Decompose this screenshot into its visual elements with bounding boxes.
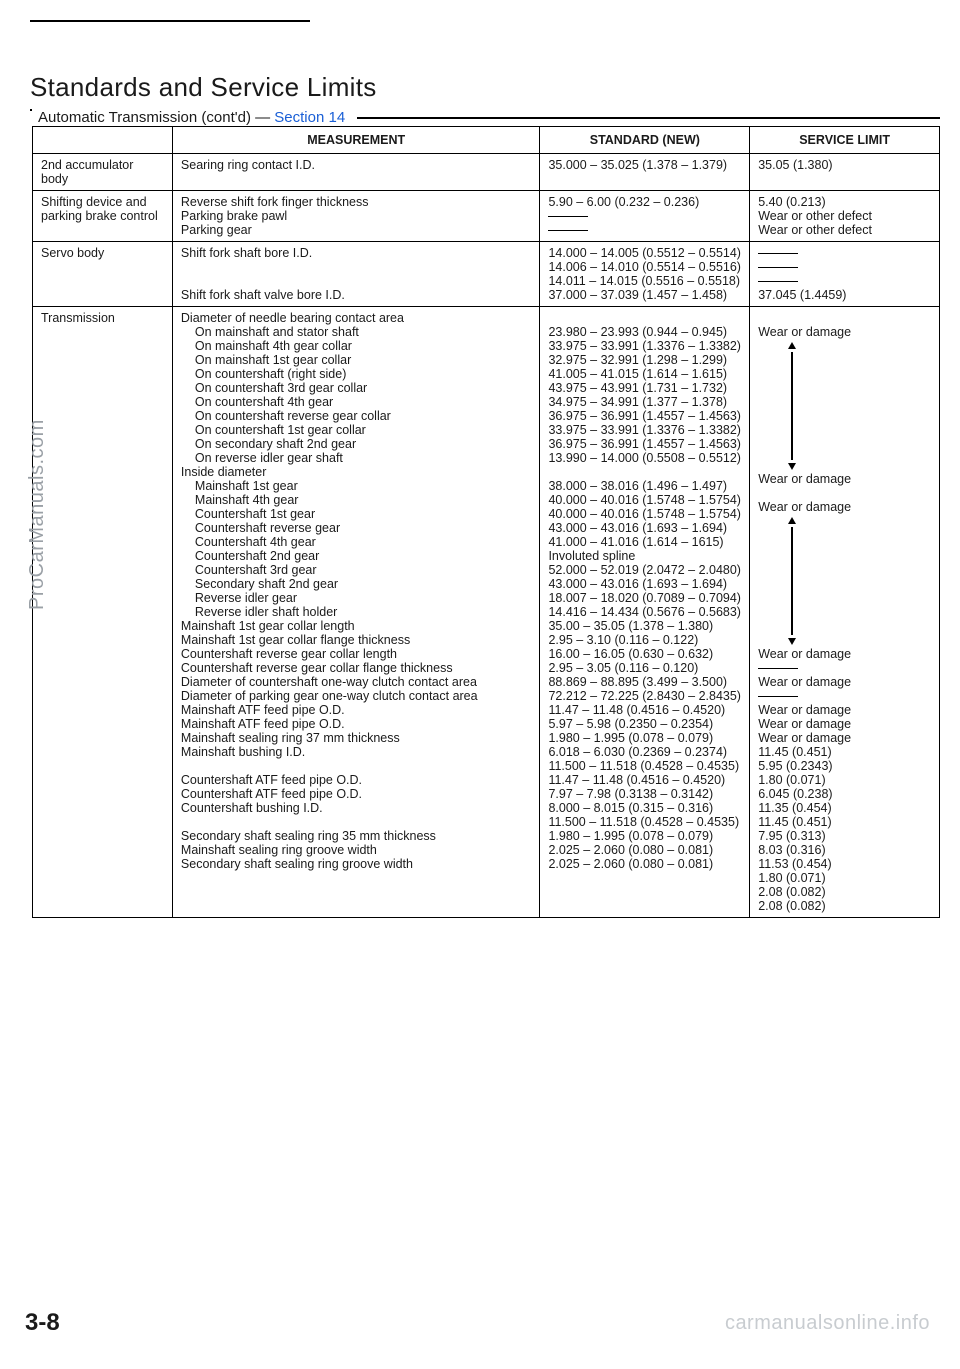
section-link[interactable]: Section 14: [274, 109, 345, 126]
component-cell: 2nd accumulator body: [33, 154, 173, 191]
limit-cell: Wear or damageWear or damage Wear or dam…: [750, 307, 940, 918]
table-row: Shifting device and parking brake contro…: [33, 191, 940, 242]
standard-cell: 35.000 – 35.025 (1.378 – 1.379): [540, 154, 750, 191]
measurement-cell: Reverse shift fork finger thicknessParki…: [172, 191, 540, 242]
th-measurement: MEASUREMENT: [172, 127, 540, 154]
component-cell: Transmission: [33, 307, 173, 918]
measurement-cell: Shift fork shaft bore I.D. Shift fork sh…: [172, 242, 540, 307]
standard-cell: 23.980 – 23.993 (0.944 – 0.945)33.975 – …: [540, 307, 750, 918]
table-row: 2nd accumulator bodySearing ring contact…: [33, 154, 940, 191]
watermark-side: ProCarManuals.com: [26, 419, 49, 610]
component-cell: Servo body: [33, 242, 173, 307]
table-row-transmission: TransmissionDiameter of needle bearing c…: [33, 307, 940, 918]
component-cell: Shifting device and parking brake contro…: [33, 191, 173, 242]
page-number: 3-8: [25, 1309, 60, 1337]
measurement-cell: Searing ring contact I.D.: [172, 154, 540, 191]
th-standard: STANDARD (NEW): [540, 127, 750, 154]
subtitle: Automatic Transmission (cont'd) — Sectio…: [32, 109, 351, 126]
measurement-cell: Diameter of needle bearing contact areaO…: [172, 307, 540, 918]
limit-cell: 35.05 (1.380): [750, 154, 940, 191]
subtitle-rule: [357, 117, 940, 119]
table-header-row: MEASUREMENT STANDARD (NEW) SERVICE LIMIT: [33, 127, 940, 154]
standard-cell: 14.000 – 14.005 (0.5512 – 0.5514)14.006 …: [540, 242, 750, 307]
th-blank: [33, 127, 173, 154]
th-limit: SERVICE LIMIT: [750, 127, 940, 154]
limit-cell: 5.40 (0.213)Wear or other defectWear or …: [750, 191, 940, 242]
specs-table: MEASUREMENT STANDARD (NEW) SERVICE LIMIT…: [32, 126, 940, 918]
watermark-footer: carmanualsonline.info: [725, 1312, 930, 1335]
limit-cell: 37.045 (1.4459): [750, 242, 940, 307]
standard-cell: 5.90 – 6.00 (0.232 – 0.236): [540, 191, 750, 242]
page-title: Standards and Service Limits: [30, 72, 930, 103]
top-rule: [30, 20, 310, 22]
table-row: Servo bodyShift fork shaft bore I.D. Shi…: [33, 242, 940, 307]
subtitle-text: Automatic Transmission (cont'd) —: [38, 109, 274, 126]
